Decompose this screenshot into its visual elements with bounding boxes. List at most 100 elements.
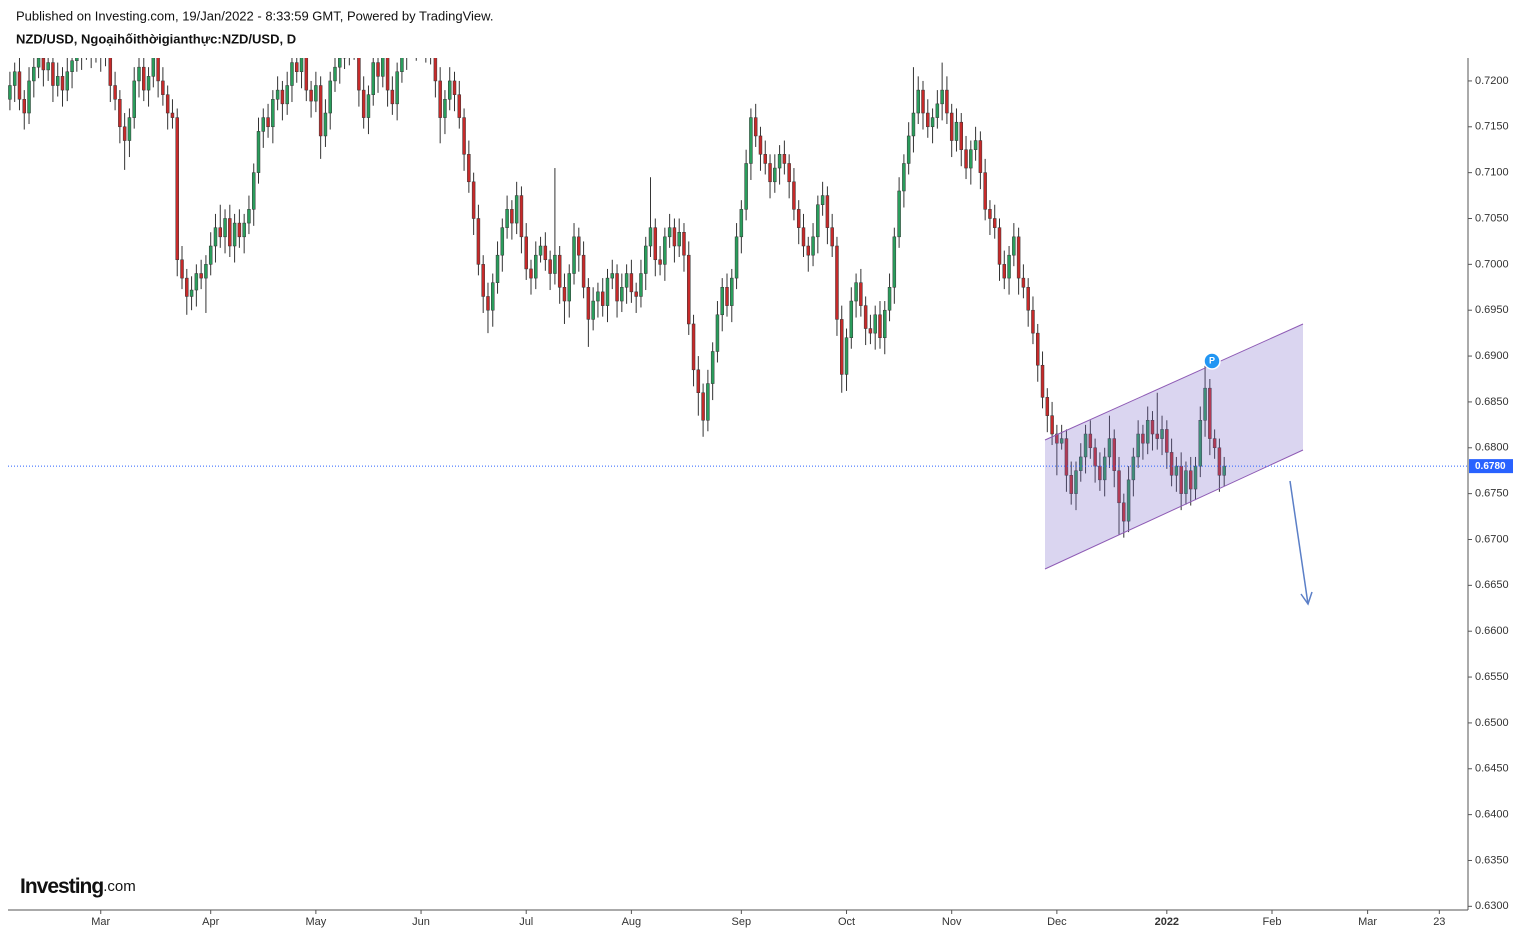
last-price-box	[1469, 459, 1513, 474]
candle-body	[285, 85, 289, 105]
candle-body	[710, 351, 715, 384]
candle-body	[328, 80, 332, 114]
candle-body	[1188, 470, 1193, 490]
candle-body	[854, 282, 858, 302]
candle-body	[65, 71, 70, 91]
candle-body	[204, 264, 208, 279]
candle-body	[730, 277, 734, 306]
candle-body	[12, 71, 17, 86]
candle-body	[543, 245, 548, 261]
y-tick-label: 0.6650	[1475, 579, 1509, 591]
candle-body	[514, 195, 519, 224]
x-tick-label: Feb	[1263, 916, 1282, 928]
candle-body	[863, 305, 868, 329]
candle-body	[524, 236, 528, 270]
candle-body	[438, 80, 442, 118]
candle-body	[1055, 433, 1059, 444]
down-arrow	[1289, 480, 1313, 606]
candle-body	[634, 291, 638, 297]
candle-body	[180, 259, 184, 279]
candle-body	[983, 172, 987, 210]
candle-body	[997, 227, 1002, 265]
candle-body	[529, 268, 533, 279]
candle-body	[553, 254, 557, 274]
candle-body	[1150, 420, 1155, 435]
candle-body	[1165, 429, 1169, 453]
candle-body	[41, 58, 46, 71]
candle-body	[299, 58, 304, 73]
candle-body	[390, 89, 395, 105]
candle-body	[495, 254, 500, 283]
candle-body	[156, 58, 160, 82]
y-tick-label: 0.7200	[1475, 75, 1509, 87]
candle-body	[223, 218, 227, 238]
candle-body	[663, 236, 667, 265]
candle-body	[610, 273, 615, 279]
y-tick-label: 0.6550	[1475, 671, 1509, 683]
candle-body	[749, 117, 753, 164]
candle-body	[467, 154, 471, 183]
candle-body	[271, 99, 275, 128]
candle-body	[973, 140, 978, 150]
candle-body	[892, 236, 897, 288]
candle-body	[165, 94, 170, 114]
candle-body	[1131, 456, 1136, 481]
candle-body	[777, 154, 782, 169]
candle-body	[1083, 433, 1088, 458]
candle-body	[75, 58, 79, 62]
candle-body	[615, 273, 619, 302]
candle-body	[295, 62, 299, 73]
candle-body	[873, 314, 877, 334]
y-tick-label: 0.7050	[1475, 212, 1509, 224]
candle-body	[835, 245, 839, 320]
candle-body	[720, 287, 724, 316]
x-tick-label: Mar	[1358, 916, 1377, 928]
candle-body	[348, 44, 351, 49]
candle-body	[1141, 433, 1145, 444]
candle-body	[17, 71, 22, 100]
y-tick-label: 0.6350	[1475, 854, 1509, 866]
candle-body	[208, 245, 213, 265]
candle-body	[577, 236, 581, 256]
candle-body	[261, 117, 266, 132]
candle-body	[572, 236, 576, 274]
candle-body	[988, 209, 992, 219]
candle-body	[648, 227, 653, 247]
candle-body	[371, 62, 375, 95]
candle-body	[486, 296, 490, 311]
x-tick-label: Sep	[732, 916, 752, 928]
candle-body	[849, 300, 854, 338]
candle-body	[1203, 387, 1207, 421]
candle-body	[1050, 415, 1054, 435]
candle-body	[773, 167, 777, 183]
candle-body	[185, 277, 189, 297]
candle-body	[228, 218, 232, 247]
candle-body	[811, 236, 815, 256]
candle-body	[734, 236, 739, 279]
candle-body	[1016, 236, 1021, 279]
candle-body	[1007, 254, 1011, 279]
candle-body	[1045, 397, 1050, 416]
candle-body	[280, 89, 285, 105]
candle-body	[1026, 287, 1030, 311]
channel-drawing	[1044, 323, 1304, 570]
candle-body	[80, 49, 83, 54]
candle-body	[534, 254, 538, 279]
candle-body	[782, 154, 787, 164]
y-tick-label: 0.6750	[1475, 488, 1509, 500]
candle-body	[481, 264, 485, 297]
candle-body	[620, 287, 624, 302]
candle-body	[342, 58, 347, 59]
candle-body	[725, 287, 729, 306]
candle-body	[395, 71, 399, 105]
candle-body	[624, 273, 629, 288]
svg-text:P: P	[1209, 355, 1215, 365]
candle-body	[471, 181, 476, 219]
candle-body	[400, 58, 404, 73]
candle-body	[596, 291, 600, 302]
candle-body	[667, 227, 672, 238]
y-tick-label: 0.7150	[1475, 121, 1509, 133]
candle-body	[146, 76, 151, 91]
candle-body	[1174, 465, 1179, 476]
